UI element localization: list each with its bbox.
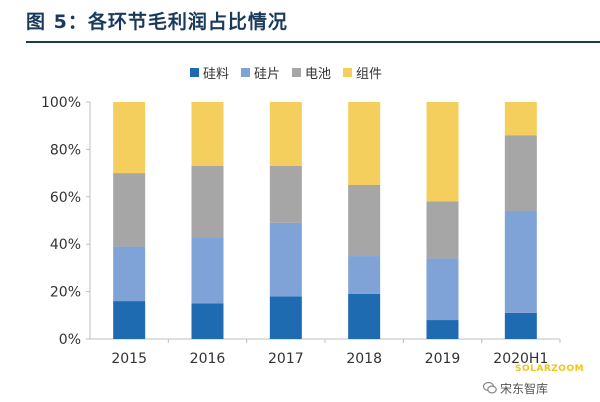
y-tick-label: 80% bbox=[50, 142, 81, 158]
y-tick-label: 100% bbox=[41, 95, 81, 111]
bar-segment bbox=[269, 222, 302, 297]
bar-segment bbox=[426, 320, 459, 339]
y-tick-label: 0% bbox=[59, 332, 81, 348]
bar-segment bbox=[113, 173, 146, 247]
bar-segment bbox=[191, 165, 224, 238]
bar-segment bbox=[269, 165, 302, 223]
legend-label: 硅料 bbox=[203, 66, 230, 82]
bar-segment bbox=[113, 102, 146, 174]
legend-item: 组件 bbox=[343, 63, 382, 82]
bar-segment bbox=[191, 303, 224, 339]
bar-segment bbox=[191, 237, 224, 304]
x-tick-label: 2020H1 bbox=[493, 351, 548, 367]
legend-label: 组件 bbox=[356, 66, 383, 82]
legend-item: 硅料 bbox=[190, 63, 229, 82]
bar-segment bbox=[426, 102, 459, 202]
legend-swatch bbox=[292, 67, 302, 77]
x-tick-label: 2018 bbox=[346, 351, 382, 367]
bar-segment bbox=[191, 102, 224, 166]
bar-segment bbox=[113, 246, 146, 302]
bar-segment bbox=[348, 256, 381, 294]
legend-label: 硅片 bbox=[254, 66, 281, 82]
watermark-logo: SOLARZOOM bbox=[515, 364, 585, 374]
x-tick-label: 2016 bbox=[190, 351, 226, 367]
title-underline bbox=[26, 41, 600, 43]
bar-segment bbox=[504, 312, 537, 339]
bar-segment bbox=[348, 184, 381, 257]
bar-segment bbox=[426, 258, 459, 321]
bar-segment bbox=[113, 301, 146, 339]
wechat-icon bbox=[483, 381, 497, 394]
legend-label: 电池 bbox=[305, 66, 332, 82]
y-tick-label: 20% bbox=[50, 285, 81, 301]
x-tick-label: 2019 bbox=[425, 351, 461, 367]
bar-segment bbox=[504, 102, 537, 136]
legend-item: 电池 bbox=[292, 63, 331, 82]
wechat-account: 宋东智库 bbox=[483, 379, 548, 397]
bar-segment bbox=[348, 293, 381, 339]
bar-segment bbox=[504, 135, 537, 212]
bar-segment bbox=[348, 102, 381, 185]
chart-legend: 硅料 硅片 电池 组件 bbox=[190, 63, 382, 82]
legend-swatch bbox=[190, 67, 199, 77]
y-tick-label: 60% bbox=[50, 190, 81, 206]
figure-title: 图 5：各环节毛利润占比情况 bbox=[26, 11, 288, 33]
legend-item: 硅片 bbox=[241, 63, 280, 82]
legend-swatch bbox=[343, 67, 353, 77]
x-tick-label: 2015 bbox=[111, 351, 147, 367]
wechat-account-name: 宋东智库 bbox=[500, 381, 549, 396]
bar-segment bbox=[269, 296, 302, 339]
x-tick-label: 2017 bbox=[268, 351, 304, 367]
bar-segment bbox=[269, 102, 302, 166]
legend-swatch bbox=[241, 67, 251, 77]
bar-segment bbox=[426, 201, 459, 259]
y-tick-label: 40% bbox=[50, 237, 81, 253]
figure-header: 图 5：各环节毛利润占比情况 bbox=[0, 0, 600, 43]
bar-segment bbox=[504, 211, 537, 313]
